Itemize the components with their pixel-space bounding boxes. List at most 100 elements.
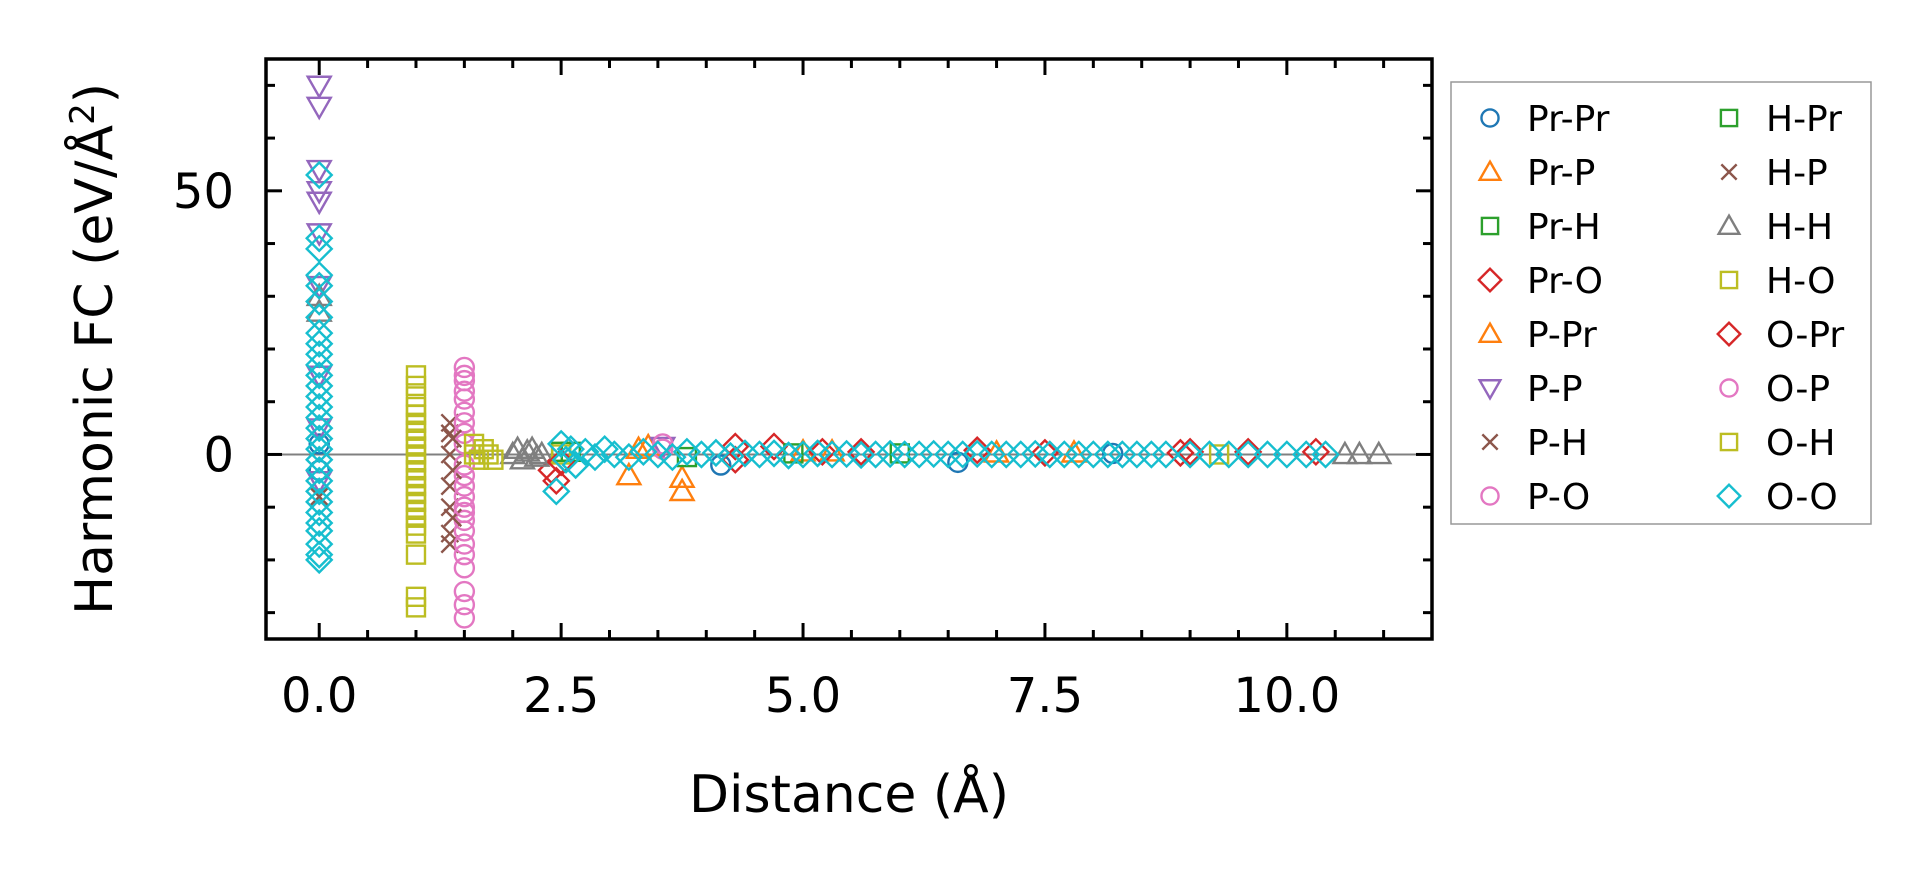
data-point (405, 523, 427, 544)
x-axis-label: Distance (Å) (689, 763, 1009, 825)
legend-marker (1719, 432, 1739, 452)
data-point (453, 496, 476, 518)
data-point (305, 545, 334, 575)
data-point (305, 487, 334, 517)
data-point (1035, 440, 1064, 469)
legend-entry: O-Pr (1716, 315, 1844, 356)
data-point (443, 429, 463, 448)
data-point (305, 75, 333, 100)
data-point (305, 329, 334, 358)
data-point (453, 543, 476, 566)
data-point (308, 433, 330, 455)
legend-label: O-H (1766, 423, 1835, 464)
data-point (305, 392, 334, 422)
data-point (948, 440, 977, 469)
data-point (1122, 440, 1152, 469)
legend-entry: P-Pr (1477, 315, 1597, 356)
legend-marker (1716, 483, 1742, 509)
data-point (405, 375, 427, 397)
legend-marker (1719, 270, 1739, 290)
legend-label: H-Pr (1766, 99, 1842, 140)
data-point (1331, 440, 1359, 465)
data-point (305, 96, 333, 121)
data-point (1175, 437, 1205, 467)
legend-entry: H-O (1719, 261, 1835, 302)
legend-items: Pr-Pr Pr-P Pr-H Pr-O P-Pr P-P P-H P-O H-Pr H-P H-H… (1477, 99, 1844, 518)
series-o-h (405, 365, 427, 618)
data-point (305, 403, 334, 432)
data-point (1208, 444, 1230, 465)
data-point (405, 544, 427, 565)
y-tick-label: 0 (203, 427, 234, 483)
legend-entry: H-H (1716, 207, 1833, 248)
data-point (933, 440, 963, 469)
legend-label: O-P (1766, 369, 1830, 410)
data-point (668, 477, 696, 502)
data-point (305, 234, 334, 264)
data-point (453, 412, 476, 434)
data-layer (266, 75, 1432, 629)
legend-marker (1719, 378, 1739, 398)
data-point (614, 442, 644, 472)
data-point (453, 475, 476, 497)
legend-marker (1477, 379, 1503, 401)
data-point (305, 434, 334, 464)
data-point (305, 466, 334, 496)
data-point (561, 450, 590, 480)
data-point (453, 607, 476, 629)
legend-label: P-H (1527, 423, 1588, 464)
data-point (453, 485, 476, 508)
data-point (551, 445, 581, 474)
data-point (453, 580, 476, 603)
data-point (1233, 440, 1263, 469)
legend-label: H-P (1766, 153, 1828, 194)
x-tick-label: 0.0 (281, 668, 357, 724)
data-point (1175, 440, 1205, 469)
data-point (615, 461, 643, 486)
legend-marker (1716, 321, 1742, 347)
legend-label: O-Pr (1766, 315, 1844, 356)
data-point (443, 460, 463, 480)
data-point (817, 440, 847, 469)
data-point (1006, 440, 1035, 469)
data-point (309, 487, 329, 506)
y-axis-label-main: Harmonic FC (eV/Å (63, 124, 125, 615)
data-point (904, 440, 934, 469)
data-point (542, 477, 571, 506)
legend-marker (1477, 321, 1503, 343)
x-tick-label: 5.0 (765, 668, 841, 724)
y-axis-label: Harmonic FC (eV/Å2) (63, 83, 125, 615)
data-point (305, 318, 334, 348)
y-axis-label-superscript: 2 (63, 103, 103, 125)
legend-marker (1720, 163, 1738, 181)
data-point (305, 287, 334, 316)
data-point (305, 275, 333, 300)
data-point (1050, 440, 1079, 469)
data-point (453, 520, 476, 542)
data-point (305, 498, 334, 527)
data-point (1064, 440, 1094, 469)
data-point (1137, 440, 1166, 469)
legend-marker (1719, 108, 1739, 128)
series-o-o (305, 160, 1340, 575)
data-point (788, 440, 818, 469)
data-point (1233, 437, 1263, 467)
data-point (305, 508, 334, 538)
data-point (716, 441, 745, 471)
data-point (305, 340, 334, 369)
data-point (405, 597, 427, 618)
legend-entry: P-O (1480, 477, 1590, 518)
x-tick-label: 7.5 (1007, 668, 1083, 724)
legend-marker (1480, 216, 1500, 236)
data-point (305, 271, 334, 300)
data-point (305, 477, 334, 506)
data-point (808, 437, 837, 467)
data-point (305, 424, 334, 453)
legend-label: P-P (1527, 369, 1583, 410)
legend-entry: Pr-O (1477, 261, 1603, 302)
data-point (1311, 440, 1340, 469)
legend-entry: H-P (1720, 153, 1828, 194)
legend-marker (1480, 108, 1500, 128)
data-point (963, 436, 992, 465)
